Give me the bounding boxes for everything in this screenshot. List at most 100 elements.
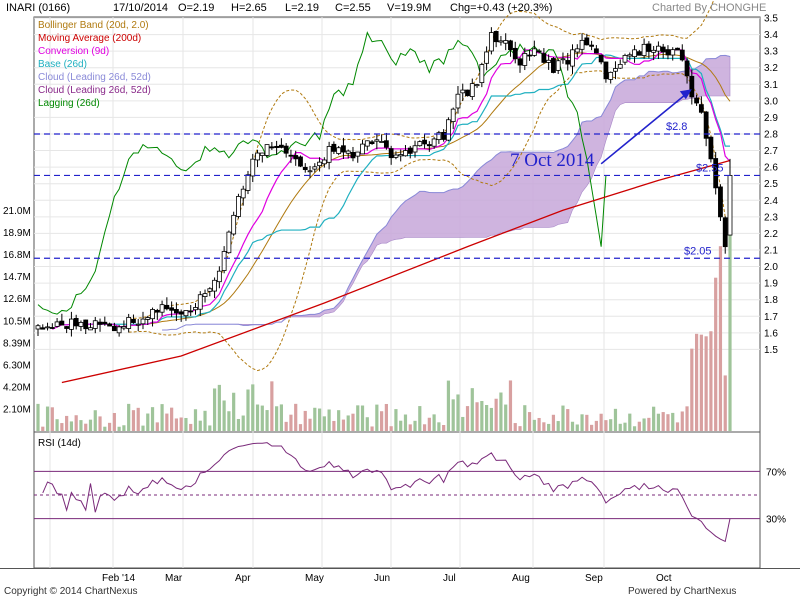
candle-body — [369, 141, 375, 145]
candle-body — [465, 89, 470, 97]
volume-bar — [508, 380, 513, 431]
candle-body — [393, 154, 399, 158]
price-tick-label: 3.2 — [764, 63, 778, 74]
volume-bar — [570, 421, 575, 431]
volume-bar — [317, 408, 322, 431]
volume-bar — [150, 407, 155, 431]
volume-tick-label: 4.20M — [3, 382, 31, 393]
price-tick-label: 3.3 — [764, 47, 778, 58]
rsi-line — [42, 442, 731, 543]
level-label: $2.55 — [696, 162, 724, 174]
volume-bar — [232, 392, 236, 431]
candle-body — [240, 188, 246, 199]
candle-body — [207, 288, 213, 292]
candle-body — [178, 311, 184, 315]
volume-bar — [422, 424, 427, 431]
candle-body — [627, 54, 633, 57]
candle-body — [670, 49, 676, 56]
legend-ma200: Moving Average (200d) — [38, 33, 142, 44]
volume-tick-label: 18.9M — [3, 228, 31, 239]
volume-bar — [41, 426, 45, 431]
candle-body — [364, 140, 370, 147]
candle-body — [321, 159, 327, 165]
volume-bar — [465, 406, 470, 431]
volume-bar — [198, 420, 202, 431]
volume-bar — [394, 409, 398, 431]
candle-body — [250, 158, 256, 177]
volume-bar — [551, 414, 556, 431]
candle-body — [493, 30, 499, 43]
volume-bar — [628, 413, 632, 431]
candle-body — [484, 51, 490, 64]
candle-body — [446, 119, 451, 141]
price-tick-label: 3.4 — [764, 30, 778, 41]
candle-body — [360, 143, 365, 155]
bollinger-lower-line — [128, 70, 731, 372]
volume-bar — [351, 413, 355, 431]
volume-bar — [193, 409, 198, 431]
volume-bar — [141, 425, 145, 431]
candles — [35, 27, 733, 337]
candle-body — [622, 55, 628, 63]
candle-body — [293, 155, 299, 160]
volume-bar — [74, 415, 78, 431]
volume-bar — [408, 424, 412, 431]
charted-by: Charted By CHONGHE — [652, 2, 767, 14]
candle-body — [517, 58, 523, 66]
candle-body — [603, 61, 609, 80]
candle-body — [193, 307, 198, 311]
volume-bar — [661, 412, 665, 431]
legend-cloud-b: Cloud (Leading 26d, 52d) — [38, 85, 151, 96]
volume-bar — [671, 412, 675, 431]
candle-body — [675, 47, 680, 51]
volume-bar — [360, 405, 365, 431]
candle-body — [307, 170, 313, 173]
volume-tick-label: 10.5M — [3, 316, 31, 327]
volume-bar — [566, 409, 570, 431]
volume-bar — [222, 400, 226, 431]
x-tick-label: Apr — [235, 573, 251, 584]
price-tick-label: 2.8 — [764, 129, 778, 140]
volume-bar — [499, 392, 503, 431]
legend-conversion: Conversion (9d) — [38, 46, 110, 57]
volume-bar — [389, 426, 393, 431]
legend-base: Base (26d) — [38, 59, 87, 70]
volume-tick-label: 16.8M — [3, 250, 31, 261]
volume-bar — [561, 405, 565, 431]
candle-body — [331, 143, 337, 152]
candle-body — [698, 104, 704, 113]
volume-bar — [494, 398, 498, 431]
price-tick-label: 1.5 — [764, 345, 778, 356]
candle-body — [298, 156, 303, 167]
volume-tick-label: 14.7M — [3, 272, 31, 283]
volume-bar — [279, 404, 283, 431]
price-tick-label: 2.0 — [764, 262, 778, 273]
candle-body — [713, 158, 719, 189]
price-tick-label: 1.7 — [764, 312, 778, 323]
candle-body — [450, 108, 456, 122]
candle-body — [236, 196, 241, 217]
x-tick-label: Mar — [165, 573, 183, 584]
rsi-panel: RSI (14d) — [34, 438, 760, 543]
candle-body — [508, 40, 513, 51]
volume-bar — [93, 410, 97, 431]
volume-bar — [675, 422, 680, 431]
volume-bar — [84, 423, 88, 431]
candle-body — [570, 49, 575, 67]
candle-body — [646, 43, 652, 52]
volume-bar — [217, 384, 221, 431]
volume-bar — [609, 419, 613, 431]
candle-body — [636, 51, 642, 56]
volume-bar — [547, 423, 551, 431]
candle-body — [665, 49, 671, 56]
volume-bar — [174, 418, 178, 431]
candle-body — [202, 293, 208, 297]
price-tick-label: 2.4 — [764, 196, 778, 207]
volume-bar — [322, 416, 326, 431]
volume-bar — [380, 411, 384, 431]
candle-body — [579, 39, 585, 50]
change-value: Chg=+0.43 (+20.3%) — [450, 2, 553, 14]
volume-bar — [542, 422, 546, 431]
candle-body — [231, 214, 237, 235]
rsi-panel-frame — [33, 431, 761, 569]
